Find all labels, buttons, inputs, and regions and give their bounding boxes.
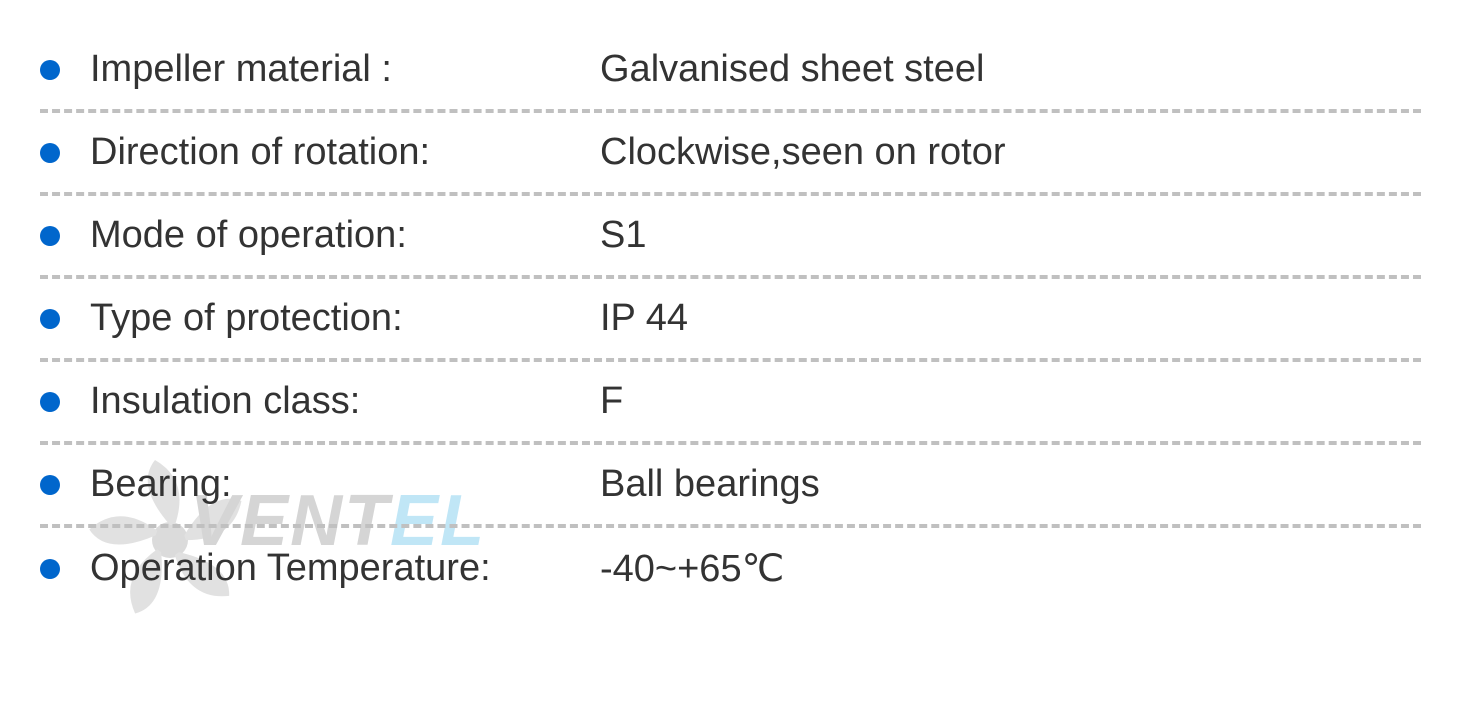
spec-value: F <box>600 380 623 423</box>
bullet-icon <box>40 475 60 495</box>
spec-value: Clockwise,seen on rotor <box>600 131 1006 174</box>
spec-value: S1 <box>600 214 646 257</box>
spec-value: IP 44 <box>600 297 688 340</box>
spec-value: Ball bearings <box>600 463 820 506</box>
spec-value: Galvanised sheet steel <box>600 48 984 91</box>
bullet-icon <box>40 309 60 329</box>
spec-label: Insulation class: <box>90 380 600 423</box>
spec-label: Direction of rotation: <box>90 131 600 174</box>
spec-label: Impeller material : <box>90 48 600 91</box>
spec-label: Type of protection: <box>90 297 600 340</box>
spec-row: Bearing: Ball bearings <box>40 445 1421 528</box>
spec-row: Impeller material : Galvanised sheet ste… <box>40 30 1421 113</box>
spec-table: Impeller material : Galvanised sheet ste… <box>40 30 1421 609</box>
spec-label: Bearing: <box>90 463 600 506</box>
spec-row: Operation Temperature: -40~+65℃ <box>40 528 1421 609</box>
spec-row: Mode of operation: S1 <box>40 196 1421 279</box>
spec-row: Type of protection: IP 44 <box>40 279 1421 362</box>
bullet-icon <box>40 226 60 246</box>
bullet-icon <box>40 559 60 579</box>
bullet-icon <box>40 60 60 80</box>
spec-value: -40~+65℃ <box>600 546 784 591</box>
spec-label: Mode of operation: <box>90 214 600 257</box>
spec-label: Operation Temperature: <box>90 547 600 590</box>
spec-row: Direction of rotation: Clockwise,seen on… <box>40 113 1421 196</box>
bullet-icon <box>40 143 60 163</box>
bullet-icon <box>40 392 60 412</box>
spec-row: Insulation class: F <box>40 362 1421 445</box>
